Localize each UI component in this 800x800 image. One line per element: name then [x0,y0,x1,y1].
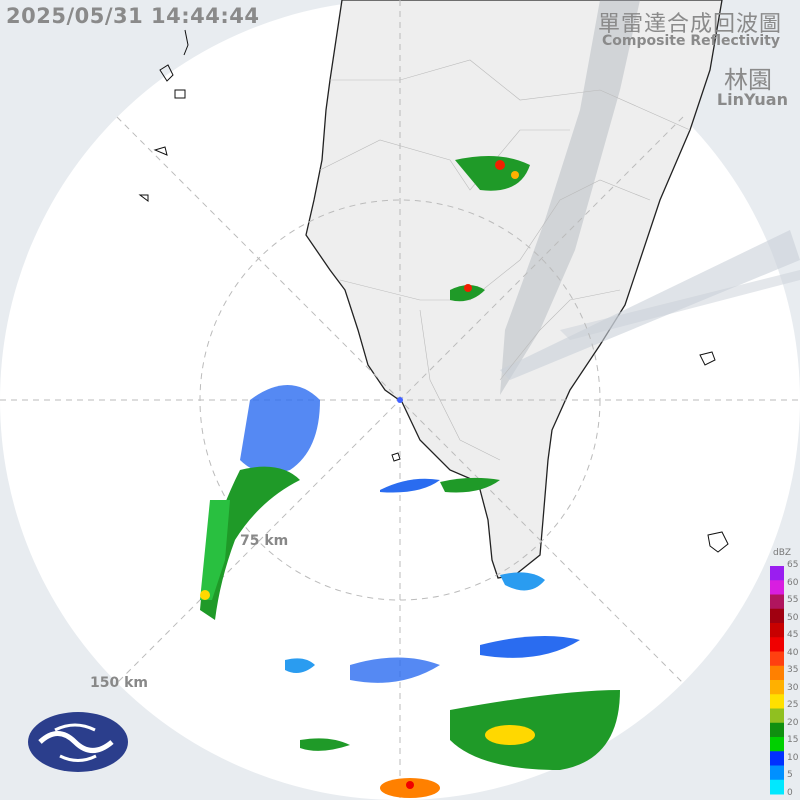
colorbar-tick: 25 [787,700,799,711]
colorbar-swatch [770,765,784,781]
colorbar-tick: 5 [787,770,793,781]
taiwan-land [305,0,723,579]
colorbar-swatch [770,680,784,695]
county-borders [319,59,691,461]
precipitation-echoes [200,156,620,798]
colorbar-tick: 60 [787,577,799,588]
colorbar-tick: 65 [787,560,799,570]
colorbar-swatch [770,651,784,667]
cwa-logo [28,712,128,772]
colorbar-tick: 15 [787,735,799,746]
blocked-beam [500,230,800,380]
colorbar-tick: 40 [787,647,799,658]
colorbar-swatch [770,737,784,752]
timestamp: 2025/05/31 14:44:44 [6,4,260,28]
colorbar-tick: 55 [787,595,799,606]
colorbar-tick: 35 [787,665,799,676]
colorbar-swatch [770,580,784,595]
islands [138,29,729,553]
colorbar-swatch [770,708,784,724]
colorbar-tick: 50 [787,612,799,623]
station-en: LinYuan [716,90,788,109]
title-zh: 單雷達合成回波圖 [597,12,782,37]
range-label-outer: 150 km [90,675,148,691]
colorbar-swatch [770,751,784,766]
blocked-sector [500,0,640,395]
colorbar-swatch [770,694,784,709]
colorbar-unit: dBZ [773,548,792,558]
colorbar-tick: 20 [787,717,799,728]
colorbar-swatch [770,722,784,738]
radar-site-marker [397,397,403,403]
colorbar-swatch [770,623,784,638]
blocked-beam [560,270,800,340]
station-zh: 林園 [724,66,772,94]
range-label-inner: 75 km [240,533,289,549]
colorbar-swatch [770,566,784,581]
colorbar-tick: 45 [787,630,799,641]
colorbar-swatch [770,608,784,624]
colorbar-tick: 30 [787,682,799,693]
colorbar-swatch [770,594,784,610]
colorbar-swatch [770,779,784,795]
colorbar-tick: 0 [787,788,793,798]
colorbar-swatch [770,665,784,681]
colorbar-swatch [770,637,784,652]
colorbar [770,566,784,795]
title-en: Composite Reflectivity [602,33,780,49]
colorbar-tick: 10 [787,752,799,763]
